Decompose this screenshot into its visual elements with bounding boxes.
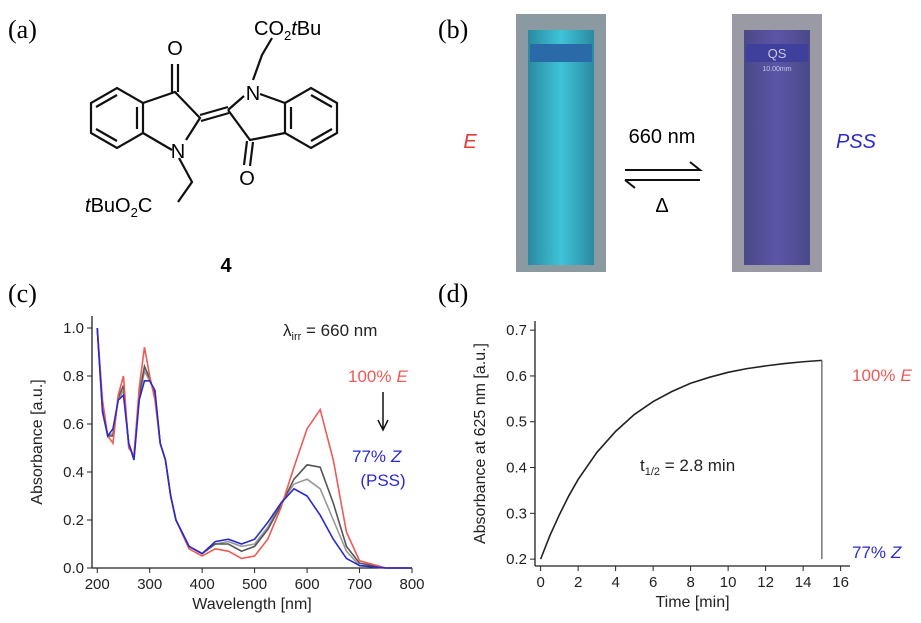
x-tick-label: 8 [686, 574, 694, 591]
side-chain [178, 158, 192, 202]
panel-label: (a) [8, 15, 37, 44]
page: (a) (b) (c) (d) O O N N CO2tBu tBuO2C 4 … [0, 0, 921, 623]
x-tick-label: 6 [649, 574, 657, 591]
carbonyl [244, 141, 253, 166]
y-tick-label: 0.2 [506, 551, 527, 568]
x-tick-label: 400 [190, 576, 215, 593]
x-axis-label: Time [min] [655, 594, 729, 611]
cuvette-text: 10.00mm [762, 66, 791, 73]
x-tick-label: 600 [295, 576, 320, 593]
substituent: CO2tBu [254, 18, 321, 43]
aromatic-bonds [291, 95, 332, 141]
y-tick-label: 1.0 [63, 320, 84, 337]
x-tick-label: 4 [611, 574, 619, 591]
atom-label: N [246, 83, 260, 105]
molecule: O O N N CO2tBu tBuO2C 4 [85, 18, 337, 277]
atom-label: O [239, 168, 255, 190]
cuvette-solution [528, 30, 594, 265]
annotation: t1/2 = 2.8 min [640, 456, 735, 478]
x-tick-label: 700 [347, 576, 372, 593]
annotation: 100%E [348, 367, 408, 386]
y-tick-label: 0.8 [63, 368, 84, 385]
benzene-ring [285, 88, 337, 148]
substituent: tBuO2C [85, 195, 152, 220]
benzene-ring [91, 88, 143, 148]
y-tick-label: 0.6 [506, 368, 527, 385]
x-tick-label: 16 [832, 574, 849, 591]
state-label: E [463, 131, 477, 153]
cuvette-text: QS [768, 46, 787, 61]
y-tick-label: 0.4 [506, 460, 527, 477]
x-tick-label: 200 [85, 576, 110, 593]
x-tick-label: 14 [795, 574, 812, 591]
annotation: 77%Z [352, 447, 402, 466]
compound-number: 4 [220, 255, 232, 277]
cuvette-cap [530, 44, 592, 62]
x-tick-label: 12 [757, 574, 774, 591]
y-tick-label: 0.0 [63, 560, 84, 577]
x-tick-label: 500 [242, 576, 267, 593]
aromatic-bonds [96, 95, 137, 141]
annotation: (PSS) [360, 471, 405, 490]
y-tick-label: 0.2 [63, 512, 84, 529]
central-double-bond [200, 107, 229, 121]
panel-label: (b) [438, 15, 468, 44]
annotation-arrow [378, 392, 388, 430]
y-tick-label: 0.4 [63, 464, 84, 481]
equilibrium-arrows [625, 162, 700, 188]
annotation: λirr = 660 nm [283, 321, 377, 343]
annotation: 100%E [852, 366, 912, 385]
y-axis-label: Absorbance at 625 nm [a.u.] [472, 343, 489, 544]
annotation: 77%Z [852, 543, 902, 562]
atom-label: N [171, 141, 185, 163]
y-axis-label: Absorbance [a.u.] [29, 379, 46, 504]
y-tick-label: 0.6 [63, 416, 84, 433]
x-tick-label: 300 [137, 576, 162, 593]
state-label: PSS [836, 131, 877, 153]
x-tick-label: 0 [536, 574, 544, 591]
figure: (a) (b) (c) (d) O O N N CO2tBu tBuO2C 4 … [0, 0, 921, 623]
arrow-label: 660 nm [629, 126, 696, 148]
x-tick-label: 2 [574, 574, 582, 591]
arrow-label: Δ [655, 195, 668, 217]
side-chain [253, 38, 272, 80]
x-tick-label: 800 [399, 576, 424, 593]
x-tick-label: 10 [720, 574, 737, 591]
atom-label: O [167, 38, 183, 60]
y-tick-label: 0.7 [506, 322, 527, 339]
panel-label: (c) [8, 279, 37, 308]
y-tick-label: 0.3 [506, 505, 527, 522]
x-axis-label: Wavelength [nm] [192, 596, 311, 613]
panel-label: (d) [438, 279, 468, 308]
carbonyl [172, 64, 178, 92]
y-tick-label: 0.5 [506, 414, 527, 431]
